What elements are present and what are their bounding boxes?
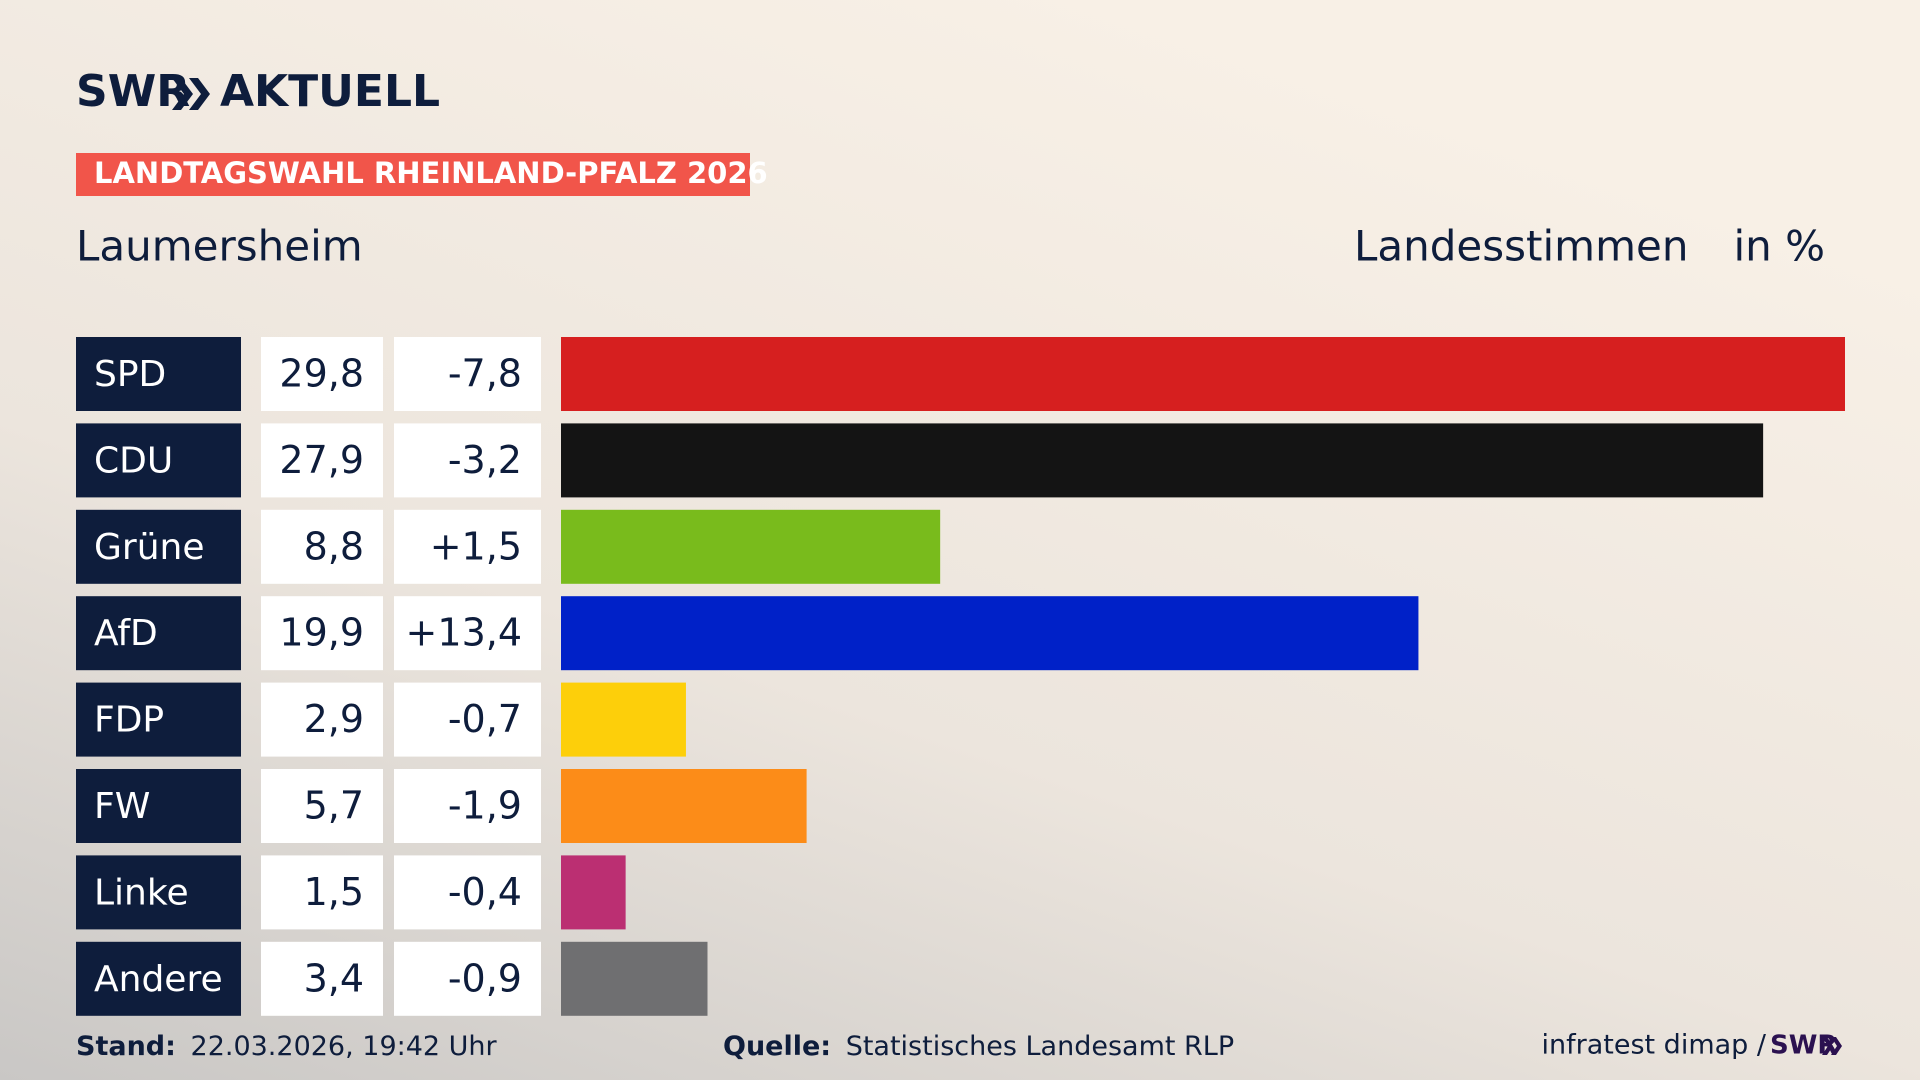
change-box bbox=[394, 509, 541, 584]
party-name: Linke bbox=[94, 872, 189, 913]
value-label: 27,9 bbox=[279, 438, 364, 482]
party-name: Andere bbox=[94, 959, 223, 1000]
value-box bbox=[261, 855, 383, 930]
name-box bbox=[76, 941, 241, 1016]
value-box bbox=[261, 509, 383, 584]
change-box bbox=[394, 423, 541, 498]
measure: Landesstimmen bbox=[1354, 222, 1688, 271]
value-label: 19,9 bbox=[279, 611, 364, 655]
change-label: +13,4 bbox=[406, 611, 522, 655]
name-box bbox=[76, 682, 241, 757]
bar bbox=[561, 769, 807, 843]
change-label: +1,5 bbox=[430, 524, 522, 568]
value-label: 2,9 bbox=[304, 697, 364, 741]
bar bbox=[561, 337, 1845, 411]
party-name: SPD bbox=[94, 354, 166, 395]
name-box bbox=[76, 596, 241, 671]
brand-chevrons bbox=[172, 78, 210, 110]
change-label: -0,7 bbox=[448, 697, 522, 741]
credit-logo: SWR bbox=[1770, 1031, 1837, 1061]
change-box bbox=[394, 682, 541, 757]
party-name: AfD bbox=[94, 613, 158, 654]
change-box bbox=[394, 941, 541, 1016]
value-label: 3,4 bbox=[304, 956, 364, 1000]
change-label: -3,2 bbox=[448, 438, 522, 482]
value-label: 29,8 bbox=[279, 352, 364, 396]
name-box bbox=[76, 337, 241, 411]
credit-chevrons bbox=[1822, 1037, 1842, 1055]
change-label: -1,9 bbox=[448, 784, 522, 828]
change-label: -0,4 bbox=[448, 870, 522, 914]
stand: 22.03.2026, 19:42 Uhr bbox=[191, 1031, 498, 1062]
footer-source: Quelle: Statistisches Landesamt RLP bbox=[723, 1031, 1234, 1062]
bar bbox=[561, 682, 686, 757]
source: Statistisches Landesamt RLP bbox=[846, 1031, 1234, 1062]
brand-aktuell: AKTUELL bbox=[220, 66, 440, 117]
bar bbox=[561, 941, 708, 1016]
credit: infratest dimap / bbox=[1541, 1030, 1766, 1061]
source-label: Quelle: bbox=[723, 1031, 831, 1062]
name-box bbox=[76, 769, 241, 843]
place: Laumersheim bbox=[76, 222, 363, 271]
value-box bbox=[261, 769, 383, 843]
change-label: -7,8 bbox=[448, 352, 522, 396]
name-box bbox=[76, 509, 241, 584]
value-label: 8,8 bbox=[304, 524, 364, 568]
party-name: CDU bbox=[94, 440, 173, 481]
value-box bbox=[261, 596, 383, 671]
value-box bbox=[261, 337, 383, 411]
change-box bbox=[394, 596, 541, 671]
bar bbox=[561, 423, 1764, 498]
stand-label: Stand: bbox=[76, 1031, 176, 1062]
value-label: 5,7 bbox=[304, 784, 364, 828]
party-name: Grüne bbox=[94, 527, 204, 568]
value-box bbox=[261, 423, 383, 498]
unit: in % bbox=[1733, 222, 1825, 271]
badge-bg bbox=[76, 153, 750, 196]
footer-stand: Stand: 22.03.2026, 19:42 Uhr bbox=[76, 1031, 498, 1062]
name-box bbox=[76, 855, 241, 930]
value-label: 1,5 bbox=[304, 870, 364, 914]
value-box bbox=[261, 682, 383, 757]
party-name: FDP bbox=[94, 700, 164, 741]
bar bbox=[561, 596, 1419, 671]
party-name: FW bbox=[94, 786, 150, 827]
change-box bbox=[394, 855, 541, 930]
bar bbox=[561, 509, 941, 584]
badge: LANDTAGSWAHL RHEINLAND-PFALZ 2026 bbox=[94, 156, 768, 190]
change-box bbox=[394, 769, 541, 843]
change-box bbox=[394, 337, 541, 411]
brand-swr: SWR bbox=[76, 66, 190, 117]
change-label: -0,9 bbox=[448, 956, 522, 1000]
name-box bbox=[76, 423, 241, 498]
value-box bbox=[261, 941, 383, 1016]
bar bbox=[561, 855, 626, 930]
